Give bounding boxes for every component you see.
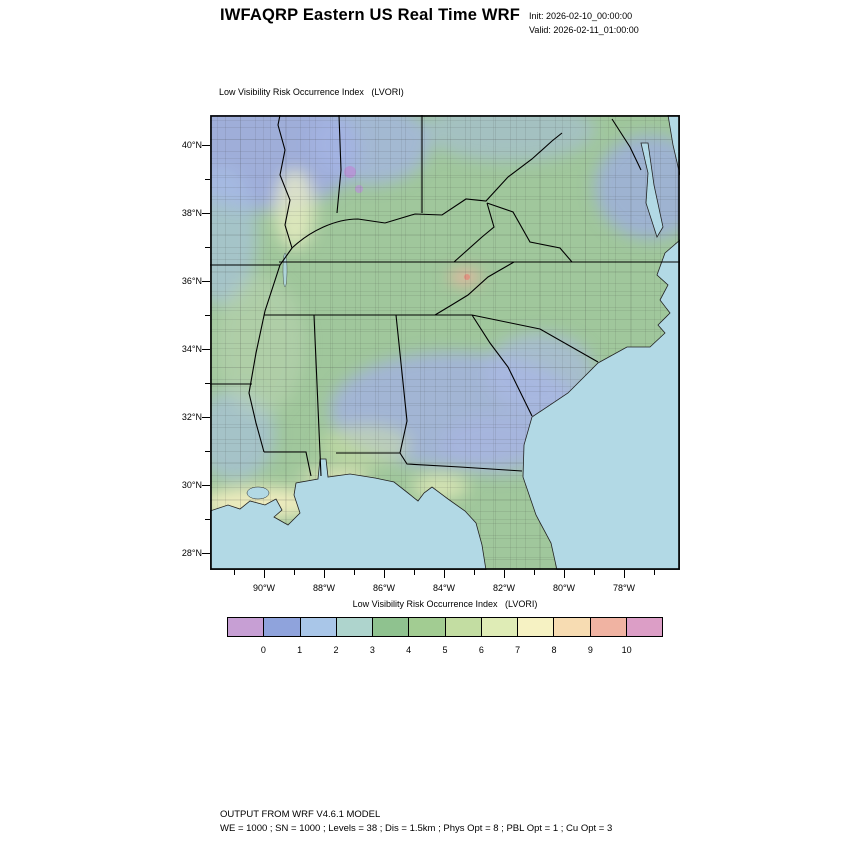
lat-tick-label: 28°N [181, 548, 202, 559]
axis-tick [413, 570, 415, 575]
init-valid-block: Init: 2026-02-10_00:00:00 Valid: 2026-02… [529, 9, 639, 37]
footer: OUTPUT FROM WRF V4.6.1 MODEL WE = 1000 ;… [220, 808, 612, 835]
colorbar-segment [372, 617, 409, 637]
map-svg [210, 115, 680, 570]
ocean-water [210, 115, 680, 570]
colorbar-segment [589, 617, 626, 637]
axis-tick [623, 570, 625, 578]
axis-tick [205, 315, 210, 317]
colorbar-segment [480, 617, 517, 637]
lat-tick-label: 32°N [181, 412, 202, 423]
colorbar-segment [444, 617, 481, 637]
lon-tick-label: 88°W [312, 583, 336, 593]
footer-line2: WE = 1000 ; SN = 1000 ; Levels = 38 ; Di… [220, 822, 613, 834]
chesapeake-bay [640, 142, 664, 238]
colorbar [227, 617, 663, 637]
lat-tick-label: 34°N [181, 344, 202, 355]
axis-tick [202, 485, 210, 487]
colorbar-tick-label: 10 [621, 645, 632, 655]
axis-tick [293, 570, 295, 575]
colorbar-title: Low Visibility Risk Occurrence Index (LV… [352, 599, 538, 609]
colorbar-tick-label: 1 [297, 645, 303, 655]
map-area [210, 115, 680, 570]
colorbar-tick-label: 7 [515, 645, 521, 655]
axis-tick [593, 570, 595, 575]
axis-tick [202, 349, 210, 351]
lat-tick-label: 36°N [181, 276, 202, 287]
axis-tick [233, 570, 235, 575]
colorbar-segment [335, 617, 372, 637]
axis-tick [263, 570, 265, 578]
map-frame [210, 115, 680, 570]
axis-tick [202, 553, 210, 555]
gulf-of-mexico [210, 458, 487, 570]
lon-tick-label: 86°W [372, 583, 396, 593]
atlantic-ne-corner [667, 115, 680, 176]
axis-tick [503, 570, 505, 578]
valid-label: Valid: 2026-02-11_01:00:00 [529, 25, 639, 35]
colorbar-tick-label: 8 [551, 645, 557, 655]
axis-tick [383, 570, 385, 578]
axis-tick [205, 179, 210, 181]
lon-tick-label: 80°W [552, 583, 576, 593]
colorbar-tick-label: 4 [406, 645, 412, 655]
colorbar-segment [517, 617, 554, 637]
footer-line1: OUTPUT FROM WRF V4.6.1 MODEL [220, 809, 381, 820]
axis-tick [205, 247, 210, 249]
init-label: Init: 2026-02-10_00:00:00 [529, 11, 633, 21]
axis-tick [205, 383, 210, 385]
axis-tick [202, 145, 210, 147]
colorbar-segment [553, 617, 590, 637]
lon-tick-label: 90°W [252, 583, 276, 593]
axis-tick [202, 281, 210, 283]
colorbar-segment [227, 617, 264, 637]
colorbar-tick-label: 9 [587, 645, 593, 655]
colorbar-segment [408, 617, 445, 637]
lon-tick-label: 82°W [492, 583, 516, 593]
colorbar-tick-label: 5 [442, 645, 448, 655]
colorbar-tick-label: 0 [260, 645, 266, 655]
colorbar-tick-label: 6 [478, 645, 484, 655]
axis-tick [533, 570, 535, 575]
colorbar-labels: 0 1 2 3 4 5 6 7 8 9 10 [227, 645, 663, 657]
axis-tick [353, 570, 355, 575]
atlantic-ocean [522, 239, 680, 570]
axis-tick [323, 570, 325, 578]
colorbar-tick-label: 2 [333, 645, 339, 655]
axis-tick [653, 570, 655, 575]
colorbar-tick-label: 3 [369, 645, 375, 655]
lon-tick-label: 78°W [612, 583, 636, 593]
axis-tick [205, 451, 210, 453]
lake-pontchartrain [246, 486, 270, 500]
axis-tick [473, 570, 475, 575]
colorbar-segment [625, 617, 663, 637]
axis-tick [202, 213, 210, 215]
lon-tick-label: 84°W [432, 583, 456, 593]
lat-tick-label: 38°N [181, 208, 202, 219]
lat-tick-label: 30°N [181, 480, 202, 491]
lat-tick-label: 40°N [181, 140, 202, 151]
colorbar-segment [299, 617, 336, 637]
state-borders [210, 115, 680, 477]
plot-title: IWFAQRP Eastern US Real Time WRF [219, 6, 521, 24]
map-subtitle: Low Visibility Risk Occurrence Index (LV… [219, 87, 404, 97]
axis-tick [443, 570, 445, 578]
axis-tick [202, 417, 210, 419]
axis-tick [205, 519, 210, 521]
colorbar-segment [263, 617, 300, 637]
axis-tick [563, 570, 565, 578]
